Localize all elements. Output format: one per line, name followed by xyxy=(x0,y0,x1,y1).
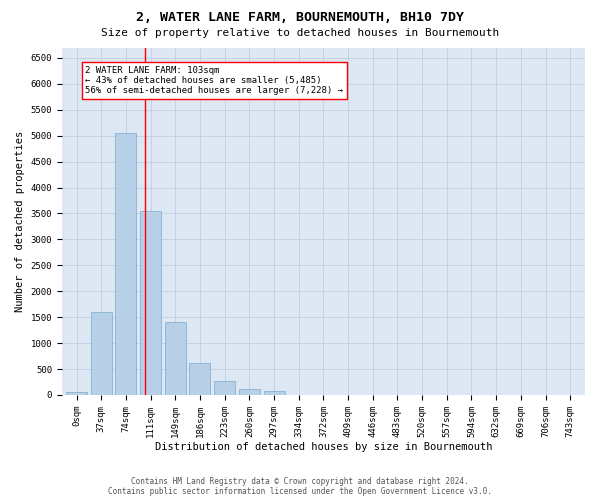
Bar xyxy=(66,392,87,395)
Bar xyxy=(140,211,161,395)
Bar xyxy=(190,363,211,395)
Bar xyxy=(91,312,112,395)
Bar xyxy=(214,381,235,395)
X-axis label: Distribution of detached houses by size in Bournemouth: Distribution of detached houses by size … xyxy=(155,442,492,452)
Y-axis label: Number of detached properties: Number of detached properties xyxy=(15,130,25,312)
Text: 2, WATER LANE FARM, BOURNEMOUTH, BH10 7DY: 2, WATER LANE FARM, BOURNEMOUTH, BH10 7D… xyxy=(136,11,464,24)
Text: Contains HM Land Registry data © Crown copyright and database right 2024.
Contai: Contains HM Land Registry data © Crown c… xyxy=(108,476,492,496)
Bar xyxy=(239,388,260,395)
Bar xyxy=(115,133,136,395)
Bar xyxy=(263,392,284,395)
Bar xyxy=(165,322,186,395)
Text: 2 WATER LANE FARM: 103sqm
← 43% of detached houses are smaller (5,485)
56% of se: 2 WATER LANE FARM: 103sqm ← 43% of detac… xyxy=(85,66,343,96)
Text: Size of property relative to detached houses in Bournemouth: Size of property relative to detached ho… xyxy=(101,28,499,38)
